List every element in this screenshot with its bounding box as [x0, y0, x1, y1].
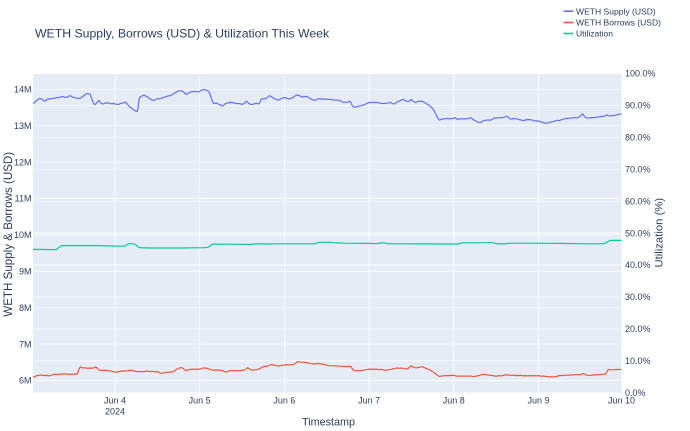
svg-text:Utilization (%): Utilization (%) [654, 198, 666, 268]
svg-text:6M: 6M [19, 376, 32, 386]
svg-text:10.0%: 10.0% [625, 356, 651, 366]
svg-text:Jun 10: Jun 10 [608, 395, 635, 405]
svg-text:13M: 13M [14, 121, 32, 131]
svg-text:Jun 5: Jun 5 [189, 395, 211, 405]
svg-text:100.0%: 100.0% [625, 69, 656, 79]
svg-text:90.0%: 90.0% [625, 101, 651, 111]
svg-text:8M: 8M [19, 303, 32, 313]
svg-text:11M: 11M [15, 194, 32, 204]
svg-text:80.0%: 80.0% [625, 133, 651, 143]
svg-text:Jun 6: Jun 6 [273, 395, 295, 405]
svg-text:2024: 2024 [105, 407, 125, 417]
svg-text:Timestamp: Timestamp [302, 417, 355, 429]
svg-text:WETH Supply & Borrows (USD): WETH Supply & Borrows (USD) [2, 152, 15, 317]
svg-text:20.0%: 20.0% [625, 324, 651, 334]
svg-text:70.0%: 70.0% [625, 165, 651, 175]
svg-text:WETH Supply (USD): WETH Supply (USD) [576, 6, 656, 16]
svg-text:WETH Supply, Borrows (USD) & U: WETH Supply, Borrows (USD) & Utilization… [35, 27, 330, 41]
svg-text:Jun 4: Jun 4 [104, 395, 126, 405]
svg-text:Utilization: Utilization [576, 29, 613, 39]
svg-text:Jun 9: Jun 9 [527, 395, 549, 405]
svg-text:40.0%: 40.0% [625, 260, 651, 270]
svg-text:14M: 14M [14, 85, 32, 95]
svg-text:0.0%: 0.0% [625, 388, 646, 398]
svg-text:WETH Borrows (USD): WETH Borrows (USD) [576, 18, 661, 28]
svg-text:12M: 12M [14, 157, 32, 167]
svg-text:30.0%: 30.0% [625, 292, 651, 302]
svg-text:10M: 10M [14, 230, 32, 240]
svg-text:7M: 7M [19, 339, 32, 349]
svg-text:60.0%: 60.0% [625, 196, 651, 206]
svg-text:9M: 9M [19, 267, 32, 277]
svg-text:Jun 8: Jun 8 [443, 395, 465, 405]
svg-text:Jun 7: Jun 7 [358, 395, 380, 405]
svg-text:50.0%: 50.0% [625, 228, 651, 238]
